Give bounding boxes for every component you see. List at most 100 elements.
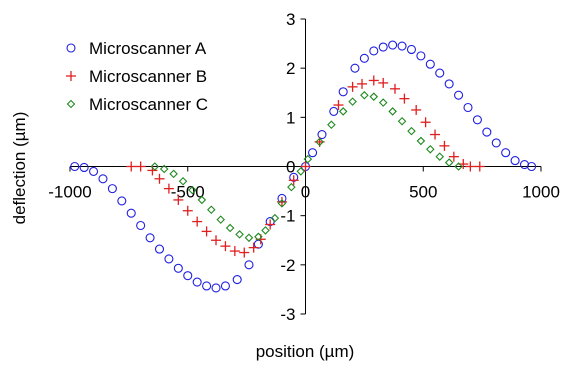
data-point — [145, 233, 155, 243]
data-point — [216, 215, 225, 224]
data-point — [154, 244, 165, 254]
y-tick-label: 2 — [286, 59, 295, 78]
data-point — [244, 260, 254, 270]
data-point — [416, 136, 426, 146]
data-point — [347, 81, 358, 92]
data-point — [348, 97, 357, 106]
x-tick-label: -1000 — [48, 183, 91, 202]
data-point — [117, 196, 127, 206]
data-point — [232, 275, 242, 285]
data-point — [135, 161, 146, 172]
data-point — [350, 63, 360, 73]
data-point — [406, 44, 417, 55]
data-point — [444, 79, 454, 89]
data-point — [211, 235, 222, 246]
data-point — [425, 59, 435, 69]
tick-labels: -1000 -500 0 500 1000 -3 -2 -1 0 1 2 3 — [48, 10, 560, 324]
data-point — [79, 162, 89, 173]
data-point — [368, 75, 379, 86]
data-point — [220, 241, 231, 252]
data-point — [474, 161, 485, 172]
data-point — [197, 195, 207, 205]
data-point — [287, 182, 296, 192]
data-point — [359, 53, 369, 63]
data-point — [397, 41, 407, 51]
data-point — [300, 161, 311, 172]
data-point — [107, 184, 117, 194]
data-point — [397, 116, 407, 126]
data-point — [482, 127, 492, 137]
x-tick-label: 0 — [301, 183, 310, 202]
legend-item: Microscanner B — [66, 67, 207, 86]
data-point — [378, 98, 388, 107]
data-point — [333, 100, 344, 111]
data-point — [182, 205, 193, 216]
data-point — [178, 176, 188, 186]
data-point — [454, 90, 464, 100]
data-point — [126, 161, 137, 172]
x-axis-title: position (µm) — [256, 342, 355, 361]
data-point — [491, 138, 501, 148]
data-point — [308, 148, 318, 158]
series-1 — [70, 40, 537, 293]
data-point — [288, 175, 299, 186]
data-point — [192, 277, 202, 287]
y-axis-title: deflection (µm) — [10, 112, 29, 225]
y-tick-label: 0 — [286, 158, 295, 177]
legend-label: Microscanner A — [89, 39, 207, 58]
data-point — [254, 232, 263, 242]
data-point — [207, 205, 216, 215]
data-point — [164, 254, 174, 264]
data-point — [188, 185, 197, 195]
data-point — [439, 140, 450, 151]
legend: Microscanner A Microscanner B Microscanner… — [66, 39, 208, 114]
legend-item: Microscanner A — [66, 39, 207, 58]
data-point — [315, 137, 324, 147]
data-point — [388, 107, 397, 116]
data-point — [407, 126, 416, 136]
data-point — [98, 174, 108, 184]
data-point — [388, 40, 398, 50]
data-point — [277, 199, 287, 208]
data-point — [463, 102, 473, 113]
data-point — [248, 242, 259, 253]
data-point — [338, 87, 348, 97]
data-point — [136, 220, 146, 231]
data-point — [327, 120, 336, 129]
data-point — [369, 92, 379, 101]
data-point — [169, 169, 178, 179]
data-point — [150, 162, 160, 171]
y-tick-label: -1 — [280, 207, 295, 226]
data-point — [444, 158, 454, 167]
data-point — [448, 151, 459, 162]
data-point — [235, 230, 244, 239]
data-point — [411, 104, 422, 115]
data-point — [154, 173, 165, 184]
x-tick-label: 500 — [409, 183, 437, 202]
data-point — [159, 164, 169, 174]
data-point — [338, 107, 348, 116]
data-point — [317, 129, 327, 140]
data-point — [70, 161, 80, 172]
data-point — [378, 77, 389, 88]
y-tick-label: 3 — [286, 10, 295, 29]
data-point — [501, 148, 511, 158]
data-point — [173, 263, 183, 273]
data-point — [89, 166, 99, 176]
data-point — [420, 117, 431, 128]
legend-label: Microscanner C — [89, 95, 208, 114]
x-tick-label: -500 — [171, 183, 205, 202]
data-point — [303, 154, 313, 164]
data-point — [202, 281, 212, 291]
y-tick-label: 1 — [286, 108, 295, 127]
data-point — [454, 162, 463, 171]
data-point — [225, 223, 235, 233]
series-3 — [150, 90, 463, 243]
data-point — [510, 156, 520, 166]
x-tick-label: 1000 — [522, 183, 560, 202]
data-point — [261, 226, 270, 235]
data-point — [399, 93, 410, 104]
data-point — [329, 106, 339, 116]
